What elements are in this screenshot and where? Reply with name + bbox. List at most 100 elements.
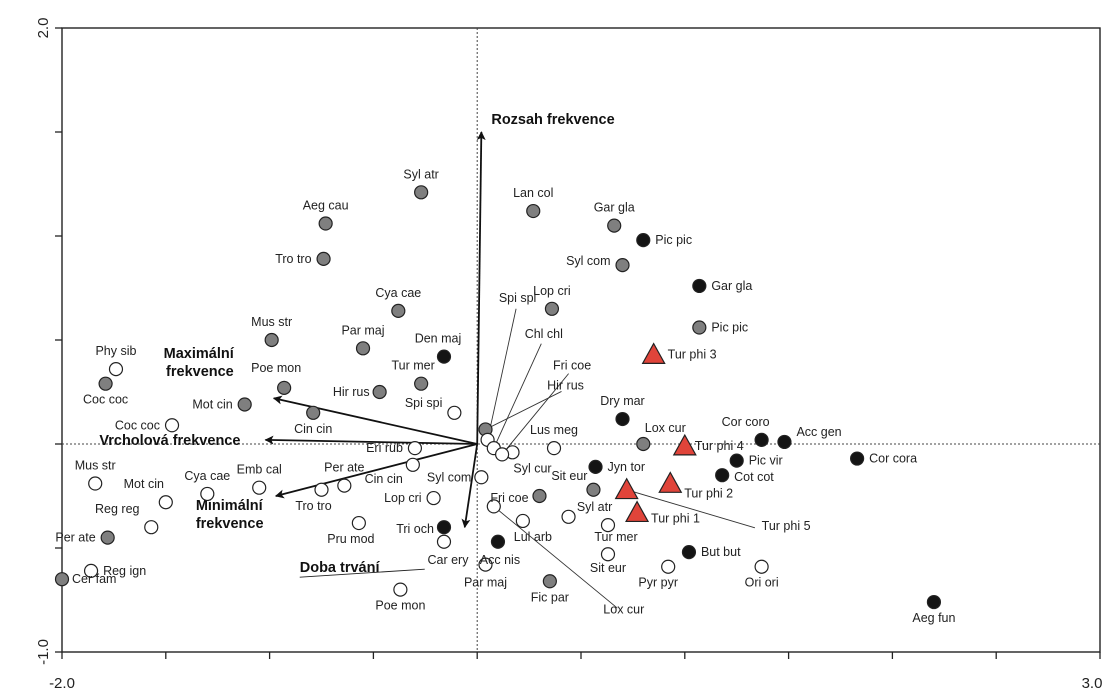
- point-tur-phi-1-label: Tur phi 1: [651, 512, 700, 526]
- point-eri-rub-marker: [407, 441, 423, 456]
- point-syl-atr-label: Syl atr: [577, 500, 612, 514]
- point-coc-coc-marker: [164, 418, 180, 433]
- point-eri-rub-label: Eri rub: [366, 441, 403, 455]
- point-tro-tro-marker: [314, 482, 329, 497]
- point-hir-rus-label: Hir rus: [547, 378, 584, 392]
- vector-maxim-ln-frekvence-label: Maximální frekvence: [164, 346, 235, 380]
- point-tur-mer-marker: [600, 518, 616, 533]
- point-lox-cur-leader: [493, 506, 618, 609]
- point-cin-cin-label: Cin cin: [294, 422, 332, 436]
- point-tur-phi-4-label: Tur phi 4: [695, 439, 744, 453]
- point-spi-spi-leader: [487, 308, 517, 440]
- point-labels: Syl atr Aeg cau Tro tro Cya cae Mus str Par m…: [55, 167, 955, 625]
- point-cya-cae-marker: [391, 303, 406, 318]
- point-acc-gen-label: Acc gen: [796, 425, 841, 439]
- point-but-but-marker: [681, 545, 697, 560]
- point-mot-cin-label: Mot cin: [192, 397, 232, 411]
- point-lop-cri-label: Lop cri: [533, 284, 571, 298]
- vector-doba-trv-n-arrow: [461, 443, 479, 529]
- point-aeg-cau-marker: [318, 216, 333, 231]
- point-tur-phi-3-label: Tur phi 3: [668, 348, 717, 362]
- point-sit-eur-label: Sit eur: [590, 561, 626, 575]
- point-syl-com-label: Syl com: [427, 470, 471, 484]
- point-coc-coc-label: Coc coc: [83, 393, 128, 407]
- point-phy-sib-marker: [108, 362, 124, 377]
- point-poe-mon-marker: [393, 582, 408, 597]
- point-pic-pic-label: Pic pic: [711, 321, 748, 335]
- point-aeg-fun-marker: [926, 594, 942, 610]
- vector-minim-ln-frekvence-arrow: [274, 443, 478, 499]
- point-spi-spi-marker: [447, 405, 462, 420]
- y-tick-label: -1.0: [35, 639, 52, 665]
- point-pic-pic-marker: [692, 320, 707, 335]
- point-tur-phi-5-leader: [626, 489, 756, 529]
- point-jyn-tor-label: Jyn tor: [608, 460, 646, 474]
- point-emb-cal-label: Emb cal: [237, 463, 282, 477]
- point-gar-gla-marker: [607, 218, 622, 233]
- point-cya-cae-label: Cya cae: [375, 286, 421, 300]
- point-tur-phi-2-label: Tur phi 2: [684, 487, 733, 501]
- point-lox-cur-label: Lox cur: [645, 421, 686, 435]
- point-pic-pic-label: Pic pic: [655, 233, 692, 247]
- point-lox-cur-marker: [636, 436, 651, 452]
- point-reg-reg-marker: [144, 520, 159, 535]
- point-acc-nis-label: Acc nis: [480, 553, 520, 567]
- point-pyr-pyr-marker: [661, 559, 676, 574]
- vector-rozsah-frekvence-label: Rozsah frekvence: [491, 112, 614, 128]
- point-syl-com-marker: [474, 470, 489, 485]
- point-par-maj-marker: [478, 557, 493, 572]
- point-poe-mon-marker: [277, 380, 292, 395]
- point-tur-phi-1-marker: [625, 500, 650, 523]
- point-hir-rus-label: Hir rus: [333, 385, 370, 399]
- point-per-ate-label: Per ate: [324, 461, 364, 475]
- point-aeg-fun-label: Aeg fun: [912, 611, 955, 625]
- point-dry-mar-marker: [615, 411, 630, 427]
- vector-vrcholov-frekvence-arrow: [264, 435, 478, 445]
- point-tro-tro-marker: [316, 251, 331, 266]
- vector-vrcholov-frekvence-label: Vrcholová frekvence: [99, 433, 240, 449]
- point-syl-com-marker: [615, 258, 630, 273]
- point-lul-arb-marker: [515, 513, 530, 529]
- point-gar-gla-marker: [692, 278, 707, 294]
- point-pru-mod-marker: [351, 515, 366, 531]
- point-fri-coe-marker: [495, 447, 510, 462]
- point-cot-cot-label: Cot cot: [734, 470, 774, 484]
- point-tur-phi-3-marker: [641, 342, 666, 364]
- point-coc-coc-label: Coc coc: [115, 418, 160, 432]
- point-lan-col-label: Lan col: [513, 186, 553, 200]
- vector-rozsah-frekvence-arrow: [476, 131, 486, 445]
- point-lul-arb-label: Lul arb: [514, 530, 552, 544]
- point-syl-atr-marker: [414, 185, 429, 200]
- point-lox-cur-marker: [486, 499, 501, 514]
- point-fri-coe-label: Fri coe: [553, 358, 591, 372]
- point-syl-cur-label: Syl cur: [513, 461, 551, 475]
- point-cer-fam-label: Cer fam: [72, 572, 116, 586]
- point-spi-spi-label: Spi spi: [499, 291, 537, 305]
- point-emb-cal-marker: [252, 480, 267, 495]
- point-mot-cin-marker: [158, 495, 173, 510]
- point-gar-gla-label: Gar gla: [594, 201, 635, 215]
- point-den-maj-label: Den maj: [415, 332, 462, 346]
- point-lus-meg-label: Lus meg: [530, 423, 578, 437]
- point-lus-meg-marker: [546, 441, 562, 456]
- point-fic-par-marker: [542, 574, 557, 589]
- point-car-ery-label: Car ery: [427, 553, 469, 567]
- point-sit-eur-marker: [600, 547, 616, 562]
- point-tri-och-label: Tri och: [396, 522, 434, 536]
- point-chl-chl-label: Chl chl: [525, 327, 563, 341]
- point-cor-cora-label: Cor cora: [869, 452, 917, 466]
- point-fri-coe-label: Fri coe: [490, 491, 528, 505]
- point-mus-str-marker: [264, 332, 279, 348]
- point-cor-coro-marker: [754, 432, 769, 447]
- point-tur-phi-4-marker: [672, 433, 697, 456]
- point-mot-cin-label: Mot cin: [124, 477, 164, 491]
- point-sit-eur-marker: [586, 482, 601, 497]
- leader-lines: [299, 308, 756, 609]
- point-pic-vir-marker: [729, 453, 744, 468]
- point-tur-mer-marker: [414, 376, 429, 391]
- point-syl-com-label: Syl com: [566, 254, 610, 268]
- point-fri-coe-leader: [501, 373, 569, 455]
- vector-maxim-ln-frekvence-arrow: [272, 395, 478, 445]
- environment-vectors: Rozsah frekvence Maximální frekvence Vrchol…: [99, 112, 614, 576]
- point-pic-pic-marker: [636, 233, 651, 248]
